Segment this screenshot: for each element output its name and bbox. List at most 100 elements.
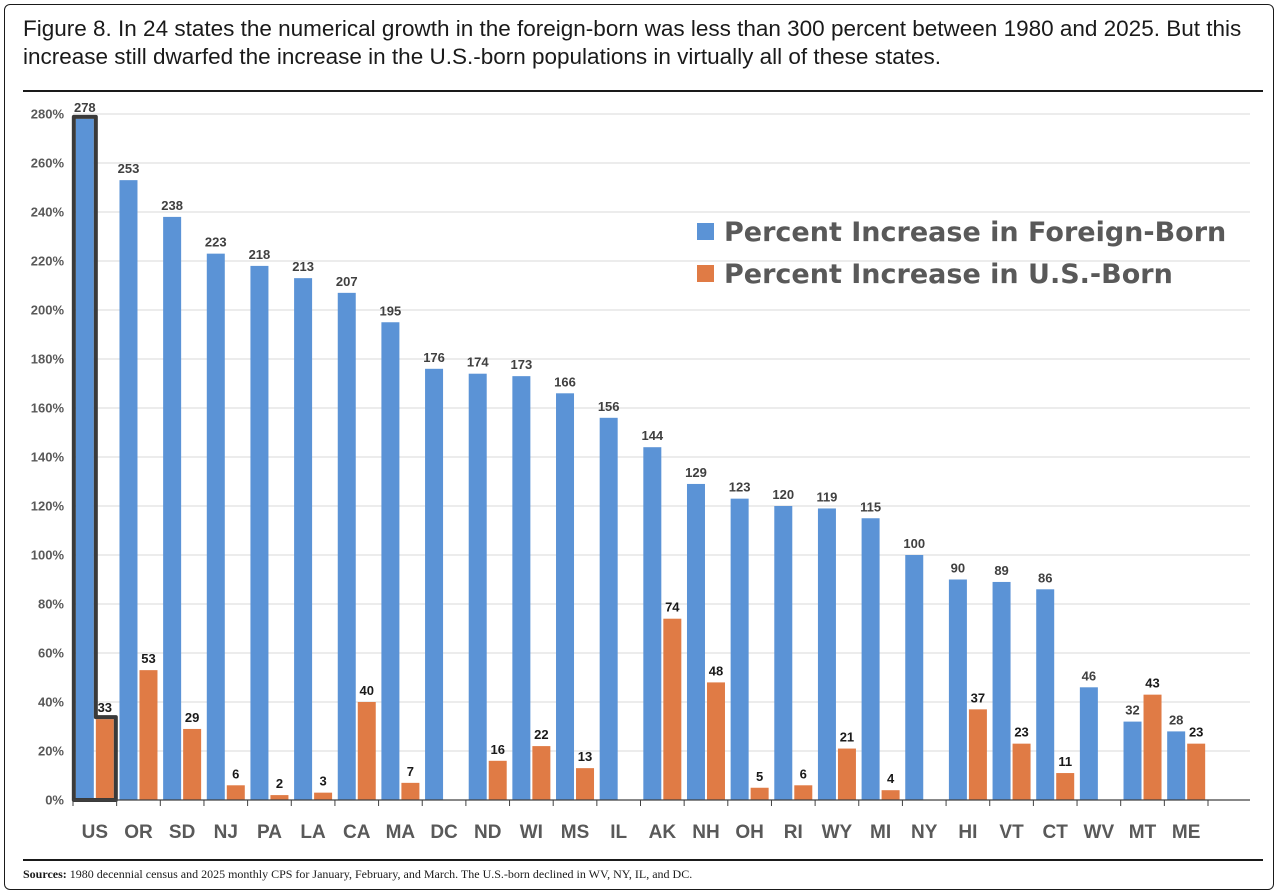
x-category-label: IL xyxy=(610,822,627,843)
title-divider xyxy=(23,90,1263,92)
bar-foreign-born xyxy=(774,506,793,800)
bar-foreign-born xyxy=(643,447,662,800)
data-label-foreign-born: 123 xyxy=(729,480,751,495)
legend-label-us-born: Percent Increase in U.S.-Born xyxy=(724,259,1173,290)
x-category-label: ME xyxy=(1172,822,1201,843)
bar-us-born xyxy=(1012,743,1031,800)
x-category-label: WI xyxy=(520,822,543,843)
bar-foreign-born xyxy=(250,265,269,800)
data-label-us-born: 6 xyxy=(232,766,239,781)
bar-us-born xyxy=(794,785,813,800)
bar-foreign-born xyxy=(1167,731,1186,800)
x-category-label: OR xyxy=(124,822,153,843)
data-label-foreign-born: 115 xyxy=(860,499,881,514)
data-label-foreign-born: 223 xyxy=(205,235,227,250)
data-label-us-born: 6 xyxy=(800,766,807,781)
y-axis: 0% 20% 40% 60% 80% 100% 120% 140% 160% 180% 200% 22… xyxy=(31,107,65,808)
x-category-label: PA xyxy=(257,822,282,843)
y-tick-label: 40% xyxy=(38,695,64,710)
bar-foreign-born xyxy=(468,373,487,800)
bar-foreign-born xyxy=(948,579,967,800)
bar-us-born xyxy=(837,748,856,800)
bar-foreign-born xyxy=(163,216,182,800)
data-label-us-born: 13 xyxy=(578,749,592,764)
x-category-label: CA xyxy=(343,822,371,843)
data-label-foreign-born: 173 xyxy=(511,357,533,372)
data-label-foreign-born: 86 xyxy=(1038,570,1052,585)
sources-label: Sources: xyxy=(23,867,67,881)
bar-us-born xyxy=(357,702,376,800)
data-label-us-born: 16 xyxy=(490,742,504,757)
data-label-foreign-born: 166 xyxy=(554,374,576,389)
data-label-us-born: 48 xyxy=(709,663,723,678)
bar-us-born xyxy=(1056,773,1075,800)
x-category-label: NJ xyxy=(214,822,238,843)
bar-foreign-born xyxy=(1123,721,1142,800)
y-tick-label: 160% xyxy=(31,401,65,416)
data-label-foreign-born: 89 xyxy=(994,563,1008,578)
legend-label-foreign-born: Percent Increase in Foreign-Born xyxy=(724,217,1226,248)
data-label-foreign-born: 253 xyxy=(118,161,140,176)
x-category-label: SD xyxy=(169,822,195,843)
x-axis: US OR SD NJ PA LA CA MA DC ND WI MS IL AK NH OH RI WY MI NY… xyxy=(72,799,1250,843)
bar-foreign-born xyxy=(556,393,575,800)
data-label-foreign-born: 156 xyxy=(598,399,620,414)
bar-foreign-born xyxy=(861,518,880,800)
data-label-us-born: 43 xyxy=(1145,676,1159,691)
bar-foreign-born xyxy=(905,555,924,800)
bar-foreign-born xyxy=(206,253,225,800)
data-label-foreign-born: 174 xyxy=(467,355,489,370)
data-label-foreign-born: 28 xyxy=(1169,712,1183,727)
x-category-label: CT xyxy=(1043,822,1069,843)
bar-us-born xyxy=(750,787,769,800)
data-label-foreign-born: 120 xyxy=(772,487,794,502)
data-label-us-born: 29 xyxy=(185,710,199,725)
legend-swatch-us-born xyxy=(697,265,714,282)
data-label-us-born: 4 xyxy=(887,771,895,786)
data-label-us-born: 23 xyxy=(1014,725,1028,740)
bar-foreign-born xyxy=(337,292,356,800)
bar-us-born xyxy=(139,670,158,800)
data-label-us-born: 2 xyxy=(276,776,283,791)
bar-us-born xyxy=(881,790,900,800)
data-label-us-born: 74 xyxy=(665,600,680,615)
data-label-foreign-born: 213 xyxy=(292,259,314,274)
data-label-foreign-born: 278 xyxy=(74,100,96,115)
y-tick-label: 100% xyxy=(31,548,65,563)
bar-foreign-born xyxy=(599,417,618,800)
bar-us-born xyxy=(270,795,289,800)
data-label-foreign-born: 195 xyxy=(380,303,402,318)
bar-foreign-born xyxy=(730,498,749,800)
data-label-foreign-born: 218 xyxy=(249,247,271,262)
bar-foreign-born xyxy=(512,376,531,800)
bar-us-born xyxy=(401,782,420,800)
x-category-label: MS xyxy=(561,822,590,843)
x-category-label: MI xyxy=(870,822,891,843)
x-category-label: AK xyxy=(649,822,677,843)
y-tick-label: 120% xyxy=(31,499,65,514)
data-label-us-born: 5 xyxy=(756,769,763,784)
data-label-foreign-born: 46 xyxy=(1082,668,1096,683)
legend-swatch-foreign-born xyxy=(697,223,714,240)
bar-us-born xyxy=(576,768,595,800)
sources-text: 1980 decennial census and 2025 monthly C… xyxy=(66,867,693,881)
y-tick-label: 260% xyxy=(31,156,65,171)
y-tick-label: 280% xyxy=(31,107,65,122)
x-category-label: MT xyxy=(1129,822,1157,843)
sources-note: Sources: 1980 decennial census and 2025 … xyxy=(23,867,1263,882)
x-category-label: DC xyxy=(430,822,458,843)
bar-foreign-born xyxy=(119,180,138,800)
x-category-label: NH xyxy=(692,822,719,843)
y-tick-label: 60% xyxy=(38,646,64,661)
y-tick-label: 200% xyxy=(31,303,65,318)
x-category-label: WV xyxy=(1084,822,1115,843)
data-label-us-born: 53 xyxy=(141,651,155,666)
x-category-label: ND xyxy=(474,822,501,843)
data-label-foreign-born: 100 xyxy=(903,536,925,551)
x-category-label: HI xyxy=(958,822,977,843)
bar-foreign-born xyxy=(992,581,1011,800)
y-tick-label: 80% xyxy=(38,597,64,612)
bar-us-born xyxy=(1143,694,1162,800)
data-label-foreign-born: 238 xyxy=(161,198,183,213)
y-tick-label: 20% xyxy=(38,744,64,759)
